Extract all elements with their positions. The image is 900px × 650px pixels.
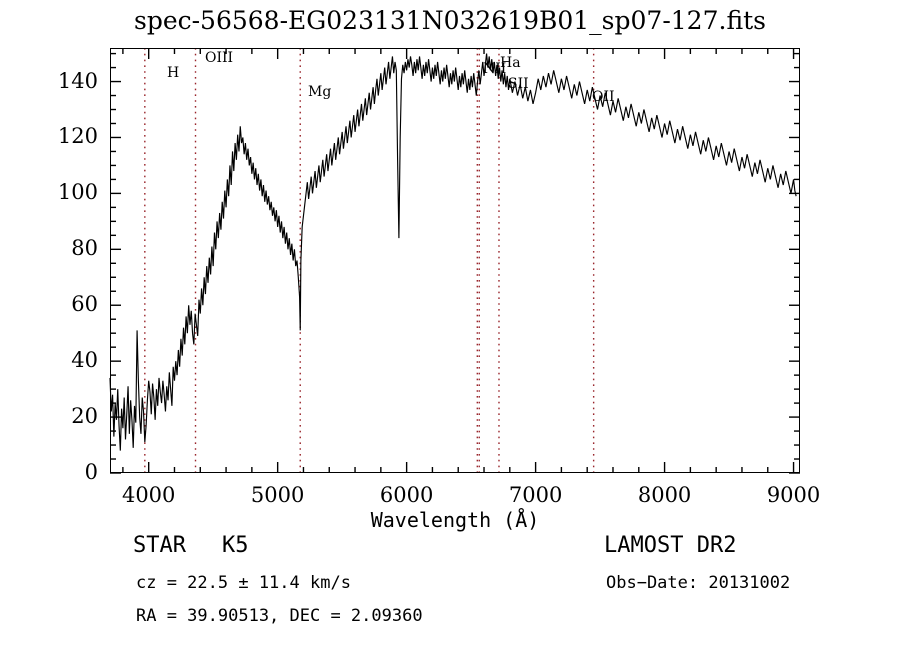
page-title: spec-56568-EG023131N032619B01_sp07-127.f… <box>133 6 766 35</box>
y-tick-label: 60 <box>71 292 98 317</box>
spectrum-trace <box>109 53 797 451</box>
x-tick-label: 4000 <box>121 483 176 507</box>
spectral-line-label: SII <box>508 76 529 92</box>
cz-value: cz = 22.5 ± 11.4 km/s <box>136 573 351 593</box>
y-tick-label: 40 <box>71 348 98 373</box>
spectral-line-label: OIII <box>205 50 234 66</box>
y-tick-label: 100 <box>57 180 98 205</box>
y-tick-label: 120 <box>57 124 98 149</box>
x-tick-label: 5000 <box>250 483 305 507</box>
x-axis-label: Wavelength (Å) <box>370 508 540 532</box>
spectral-class-label: K5 <box>222 533 249 558</box>
x-tick-label: 6000 <box>379 483 434 507</box>
spectral-line-label: Ha <box>500 55 521 71</box>
spectral-line-label: H <box>167 65 180 81</box>
obs-date-label: Obs−Date: 20131002 <box>606 573 791 593</box>
x-tick-label: 9000 <box>766 483 821 507</box>
y-tick-label: 0 <box>84 460 98 484</box>
spectral-line-label: Mg <box>308 84 332 100</box>
x-tick-label: 7000 <box>508 483 563 507</box>
survey-label: LAMOST DR2 <box>604 533 737 558</box>
coordinates-value: RA = 39.90513, DEC = 2.09360 <box>136 606 423 626</box>
y-tick-label: 80 <box>71 236 98 261</box>
y-tick-label: 140 <box>57 68 98 93</box>
object-type-label: STAR <box>133 533 186 558</box>
y-tick-label: 20 <box>71 404 98 429</box>
spectrum-canvas <box>109 48 797 473</box>
x-tick-label: 8000 <box>637 483 692 507</box>
plot-area <box>109 48 800 473</box>
spectral-line-label: OII <box>592 89 615 105</box>
spectral-line-label: NII <box>483 61 507 77</box>
